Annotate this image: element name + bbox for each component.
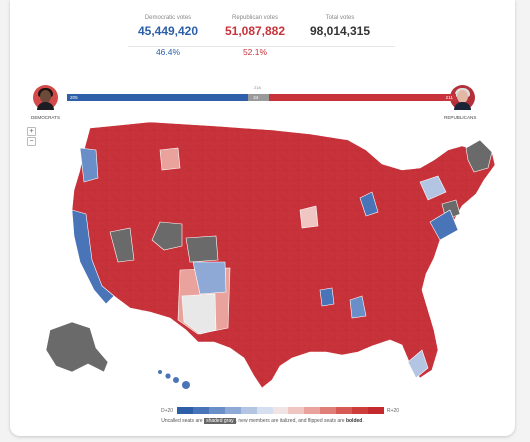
- caption-text: Uncalled seats are: [161, 418, 205, 424]
- republican-seats-count: 211: [445, 95, 453, 100]
- democratic-votes-count: 45,449,420: [137, 24, 199, 38]
- hawaii: [158, 370, 190, 389]
- total-votes-label: Total votes: [325, 15, 355, 21]
- stats-divider: [128, 46, 395, 47]
- democratic-seats-bar: 205: [67, 94, 249, 101]
- total-votes-count: 98,014,315: [309, 24, 371, 38]
- legend-left-label: D+20: [161, 408, 174, 414]
- democratic-votes-label: Democratic votes: [144, 15, 192, 21]
- caption-end: .: [362, 418, 364, 424]
- total-votes-stat: Total votes 98,014,315: [290, 15, 390, 38]
- contiguous-us: [71, 121, 496, 389]
- republican-votes-percent: 52.1%: [242, 47, 268, 57]
- zoom-in-button[interactable]: +: [27, 127, 36, 136]
- map-caption: Uncalled seats are shaded gray, new memb…: [10, 418, 515, 424]
- democratic-candidate-avatar: [33, 85, 58, 110]
- results-card: Democratic votes 45,449,420 46.4% Republ…: [10, 0, 515, 436]
- republicans-label: REPUBLICANS: [444, 115, 477, 120]
- caption-text-mid: , new members are italized, and flipped …: [235, 418, 346, 424]
- republican-votes-label: Republican votes: [231, 15, 279, 21]
- legend-swatch: [208, 407, 225, 414]
- legend-swatch: [240, 407, 257, 414]
- uncalled-seats-count: 24: [253, 95, 259, 100]
- republican-votes-stat: Republican votes 51,087,882 52.1%: [205, 15, 305, 57]
- legend-swatch: [320, 407, 337, 414]
- republican-seats-bar: 211: [269, 94, 456, 101]
- legend-swatch: [368, 407, 384, 414]
- caption-bolded: bolded: [345, 418, 363, 424]
- alaska: [45, 321, 109, 373]
- legend-swatch: [352, 407, 369, 414]
- majority-marker: 218: [254, 85, 261, 90]
- legend-swatch: [177, 407, 193, 414]
- legend-swatch: [272, 407, 289, 414]
- legend-right-label: R+20: [387, 408, 400, 414]
- legend-swatch: [304, 407, 321, 414]
- legend-swatch: [192, 407, 209, 414]
- legend-swatch: [256, 407, 273, 414]
- democratic-votes-stat: Democratic votes 45,449,420 46.4%: [118, 15, 218, 57]
- democrats-label: DEMOCRATS: [31, 115, 61, 120]
- legend-swatch: [224, 407, 241, 414]
- us-house-district-map[interactable]: [10, 0, 515, 436]
- republican-votes-count: 51,087,882: [224, 24, 286, 38]
- legend-swatch: [336, 407, 353, 414]
- margin-legend: [177, 407, 384, 414]
- caption-shaded-gray: shaded gray: [204, 418, 236, 424]
- democratic-votes-percent: 46.4%: [155, 47, 181, 57]
- uncalled-seats-bar: 24: [248, 94, 270, 101]
- democratic-seats-count: 205: [70, 95, 78, 100]
- legend-swatch: [288, 407, 305, 414]
- zoom-out-button[interactable]: −: [27, 137, 36, 146]
